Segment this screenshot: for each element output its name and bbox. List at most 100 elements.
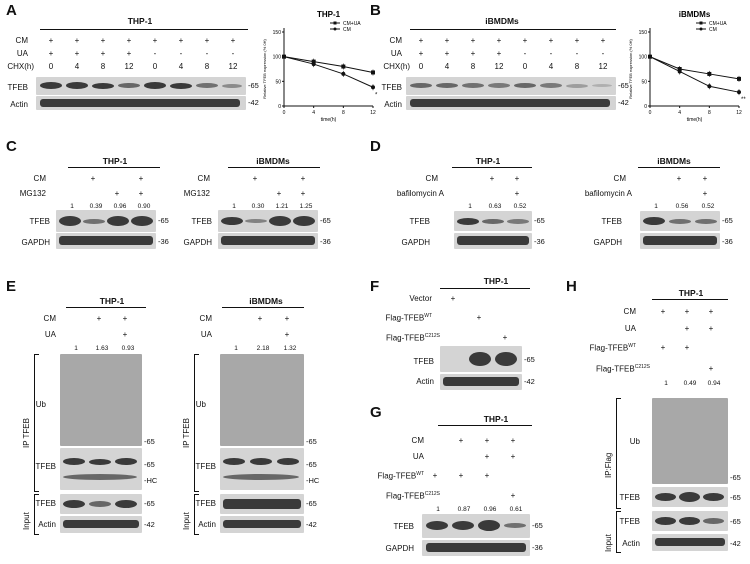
cm-mark: + (660, 307, 666, 316)
label-bafilomycin: bafilomycin A (396, 189, 444, 198)
mw-36: -36 (320, 237, 331, 246)
legend-label: CM (709, 27, 717, 33)
blot-label-gapdh: GAPDH (21, 238, 50, 247)
input-bracket (616, 511, 621, 553)
flag-tfeb-wt-mark: + (484, 471, 490, 480)
label-ua: UA (390, 49, 402, 58)
series-line-1 (649, 56, 740, 93)
series-point (311, 62, 316, 67)
ua-mark: - (179, 49, 183, 58)
quant-value: 0.61 (509, 506, 523, 513)
panel-letter-b: B (370, 2, 381, 19)
blot-label-ub: Ub (629, 437, 640, 446)
series-point (648, 54, 652, 59)
y-tick-label: 100 (273, 55, 282, 61)
x-tick-label: 8 (708, 110, 711, 116)
cm-mark: + (444, 36, 450, 45)
mw-42: -42 (730, 539, 741, 548)
cm-mark: + (510, 436, 516, 445)
panel-d-right-header: iBMDMs (657, 156, 691, 166)
blot-label-actin: Actin (384, 100, 402, 109)
series-line-0 (283, 56, 374, 73)
panel-e-right-header: iBMDMs (249, 296, 283, 306)
ip-tfeb-label: IP TFEB (182, 418, 191, 448)
blot-label-actin: Actin (38, 520, 56, 529)
blot-label-tfeb: TFEB (7, 83, 28, 92)
series-point (341, 71, 346, 76)
cm-mark: + (496, 36, 502, 45)
panel-c-right-tfeb-blot (218, 210, 318, 232)
label-flag-tfeb-wt: Flag-TFEBWT (385, 313, 432, 323)
panel-c-left-header: THP-1 (102, 156, 128, 166)
panel-letter-d: D (370, 138, 381, 155)
y-tick-label: 50 (641, 79, 647, 85)
y-tick-label: 0 (278, 104, 281, 110)
panel-b-actin-blot (406, 96, 616, 110)
y-tick-label: 100 (639, 55, 648, 61)
y-axis-label: Relative TFEB expression (% 0H) (628, 38, 633, 98)
ua-mark: + (122, 330, 128, 339)
blot-label-gapdh: GAPDH (183, 238, 212, 247)
chx-value: 4 (74, 62, 80, 71)
legend-label: CM+UA (343, 21, 361, 27)
cm-mark: + (122, 314, 128, 323)
quant-value: 1 (74, 345, 78, 352)
label-ua: UA (624, 324, 636, 333)
cm-mark: + (126, 36, 132, 45)
flag-tfeb-wt-mark: + (432, 471, 438, 480)
series-point (737, 76, 741, 81)
ua-mark: - (523, 49, 527, 58)
x-tick-label: 12 (370, 110, 376, 116)
chx-value: 0 (522, 62, 528, 71)
ip-bracket (616, 398, 621, 509)
mw-42: -42 (306, 520, 317, 529)
panel-letter-h: H (566, 278, 577, 295)
series-point (371, 70, 375, 75)
series-point (371, 85, 375, 90)
panel-a-header: THP-1 (127, 16, 153, 26)
blot-label-tfeb: TFEB (619, 493, 640, 502)
ua-mark: + (48, 49, 54, 58)
panel-d-right-tfeb-blot (640, 211, 720, 231)
ua-mark: - (601, 49, 605, 58)
cm-mark: + (48, 36, 54, 45)
ua-mark: + (708, 324, 714, 333)
flag-tfeb-wt-mark: + (458, 471, 464, 480)
blot-label-actin: Actin (10, 100, 28, 109)
cm-mark: + (178, 36, 184, 45)
cm-mark: + (284, 314, 290, 323)
quant-value: 0.63 (488, 203, 502, 210)
flag-tfeb-wt-mark: + (684, 343, 690, 352)
chx-value: 8 (470, 62, 476, 71)
chx-value: 4 (178, 62, 184, 71)
panel-d-left-header: THP-1 (475, 156, 501, 166)
series-line-0 (649, 56, 740, 80)
mw-36: -36 (532, 543, 543, 552)
label-flag-tfeb-c212s: Flag-TFEBC212S (596, 364, 650, 374)
mw-42: -42 (618, 98, 629, 107)
label-flag-tfeb-wt: Flag-TFEBWT (589, 343, 636, 353)
legend-marker (699, 27, 703, 31)
significance-mark: ** (741, 97, 746, 103)
cm-mark: + (574, 36, 580, 45)
label-ua: UA (44, 330, 56, 339)
blot-label-tfeb: TFEB (29, 217, 50, 226)
chart-title: iBMDMs (679, 10, 711, 19)
y-tick-label: 150 (639, 30, 648, 36)
label-chx: CHX(h) (383, 62, 410, 71)
quant-value: 1 (234, 345, 238, 352)
mw-42: -42 (248, 98, 259, 107)
mg132-mark: + (114, 189, 120, 198)
ua-mark: + (496, 49, 502, 58)
panel-d-left-rule (452, 167, 532, 168)
mw-36: -36 (158, 237, 169, 246)
series-point (677, 69, 682, 74)
mw-36: -36 (534, 237, 545, 246)
quant-value: 0.52 (513, 203, 527, 210)
input-label: Input (604, 534, 613, 552)
label-mg132: MG132 (183, 189, 210, 198)
panel-letter-a: A (6, 2, 17, 19)
cm-mark: + (300, 174, 306, 183)
panel-e-left-header: THP-1 (99, 296, 125, 306)
cm-mark: + (96, 314, 102, 323)
